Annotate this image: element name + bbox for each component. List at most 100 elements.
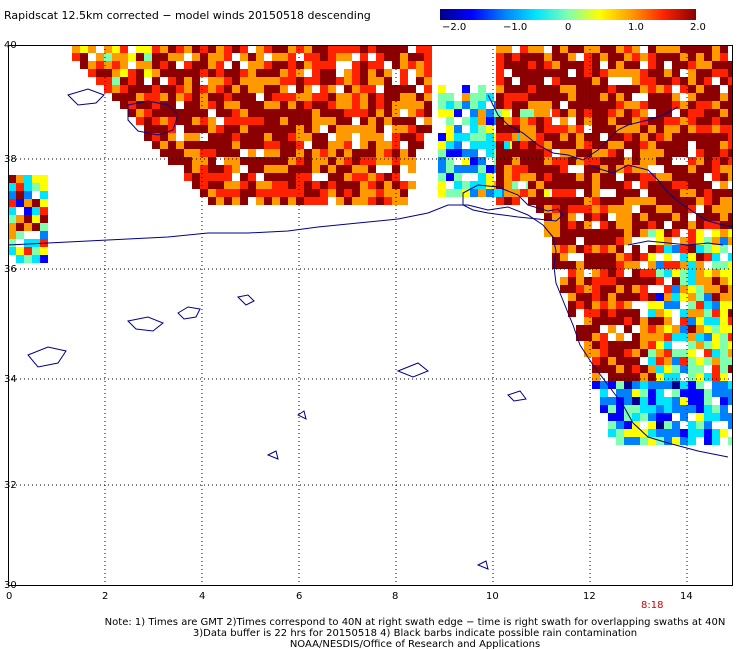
wind-cell	[496, 173, 504, 181]
wind-cell	[240, 77, 248, 85]
wind-cell	[462, 157, 470, 165]
wind-cell	[640, 213, 648, 221]
wind-cell	[328, 189, 336, 197]
wind-cell	[720, 133, 728, 141]
wind-cell	[712, 429, 720, 437]
wind-cell	[672, 213, 680, 221]
wind-cell	[304, 45, 312, 53]
wind-cell	[312, 53, 320, 61]
wind-cell	[656, 309, 664, 317]
wind-cell	[640, 53, 648, 61]
wind-cell	[128, 77, 136, 85]
wind-cell	[320, 61, 328, 69]
wind-cell	[600, 349, 608, 357]
wind-cell	[632, 429, 640, 437]
wind-cell	[640, 141, 648, 149]
wind-cell	[478, 85, 486, 93]
wind-cell	[470, 181, 478, 189]
wind-cell	[496, 61, 504, 69]
wind-cell	[280, 197, 288, 205]
wind-cell	[552, 165, 560, 173]
wind-cell	[496, 117, 504, 125]
wind-cell	[296, 157, 304, 165]
wind-cell	[520, 157, 528, 165]
wind-cell	[336, 197, 344, 205]
map-canvas	[8, 45, 733, 586]
wind-cell	[320, 165, 328, 173]
wind-cell	[616, 389, 624, 397]
lat-lon-grid	[8, 45, 733, 586]
wind-cell	[552, 133, 560, 141]
wind-cell	[232, 61, 240, 69]
colorbar-tick-label: −1.0	[503, 22, 528, 33]
wind-cell	[656, 237, 664, 245]
wind-cell	[336, 45, 344, 53]
wind-cell	[232, 85, 240, 93]
wind-cell	[80, 53, 88, 61]
wind-cell	[712, 277, 720, 285]
wind-cell	[624, 61, 632, 69]
wind-cell	[296, 101, 304, 109]
wind-cell	[216, 53, 224, 61]
wind-cell	[696, 293, 704, 301]
wind-cell	[280, 85, 288, 93]
wind-cell	[720, 61, 728, 69]
wind-cell	[288, 61, 296, 69]
wind-cell	[272, 101, 280, 109]
wind-cell	[632, 101, 640, 109]
wind-cell	[648, 213, 656, 221]
wind-cell	[680, 309, 688, 317]
wind-cell	[470, 189, 478, 197]
wind-cell	[296, 109, 304, 117]
wind-cell	[224, 77, 232, 85]
wind-cell	[256, 165, 264, 173]
wind-cell	[184, 93, 192, 101]
wind-cell	[616, 101, 624, 109]
wind-cell	[600, 141, 608, 149]
wind-cell	[584, 229, 592, 237]
wind-cell	[728, 365, 733, 373]
wind-cell	[336, 149, 344, 157]
wind-cell	[200, 53, 208, 61]
wind-cell	[454, 125, 462, 133]
wind-cell	[576, 149, 584, 157]
wind-cell	[680, 133, 688, 141]
wind-cell	[576, 157, 584, 165]
wind-cell	[696, 237, 704, 245]
wind-cell	[478, 189, 486, 197]
wind-cell	[608, 365, 616, 373]
wind-cell	[568, 149, 576, 157]
wind-cell	[328, 85, 336, 93]
wind-cell	[32, 183, 40, 191]
wind-cell	[568, 93, 576, 101]
wind-cell	[216, 109, 224, 117]
wind-cell	[376, 141, 384, 149]
wind-cell	[536, 189, 544, 197]
wind-cell	[496, 125, 504, 133]
wind-cell	[624, 93, 632, 101]
wind-cell	[600, 397, 608, 405]
wind-cell	[304, 197, 312, 205]
wind-cell	[544, 149, 552, 157]
wind-cell	[664, 125, 672, 133]
wind-cell	[304, 101, 312, 109]
wind-cell	[600, 381, 608, 389]
wind-cell	[528, 181, 536, 189]
wind-cell	[664, 325, 672, 333]
wind-cell	[680, 365, 688, 373]
wind-cell	[616, 181, 624, 189]
wind-cell	[544, 69, 552, 77]
wind-cell	[208, 77, 216, 85]
wind-cell	[520, 61, 528, 69]
wind-cell	[376, 53, 384, 61]
wind-cell	[720, 45, 728, 53]
wind-cell	[696, 213, 704, 221]
wind-cell	[656, 189, 664, 197]
wind-cell	[576, 245, 584, 253]
wind-cell	[496, 133, 504, 141]
wind-cell	[360, 173, 368, 181]
wind-cell	[688, 269, 696, 277]
wind-cell	[704, 181, 712, 189]
wind-cell	[408, 53, 416, 61]
wind-cell	[608, 149, 616, 157]
